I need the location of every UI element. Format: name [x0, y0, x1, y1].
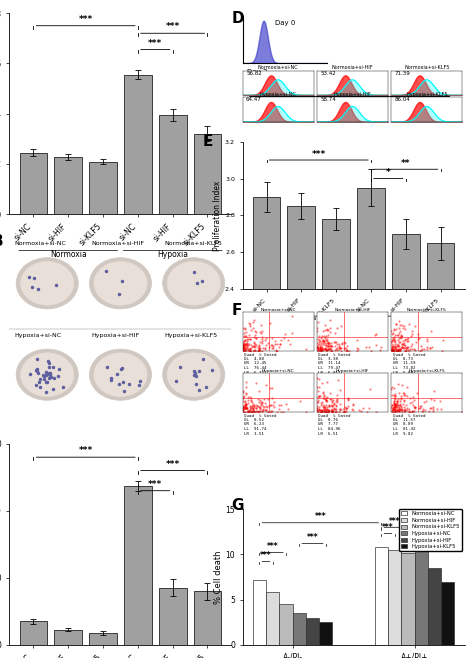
Text: G: G — [231, 498, 244, 513]
Y-axis label: % Cell death: % Cell death — [213, 550, 222, 604]
Text: ***: *** — [382, 523, 394, 532]
Text: E: E — [202, 134, 213, 149]
Text: ***: *** — [267, 542, 278, 551]
Bar — [357, 188, 385, 658]
Bar — [55, 630, 82, 645]
Bar — [253, 580, 266, 645]
Text: ***: *** — [79, 14, 93, 24]
Bar — [253, 197, 281, 658]
Bar — [388, 550, 401, 645]
Bar — [159, 588, 187, 645]
Text: F: F — [231, 303, 242, 318]
Text: Hypoxia+si-KLF5: Hypoxia+si-KLF5 — [165, 333, 218, 338]
Text: Normoxia+si-HIF: Normoxia+si-HIF — [91, 241, 145, 246]
Text: Normoxia: Normoxia — [286, 316, 317, 321]
Bar — [279, 604, 292, 645]
Text: ***: *** — [389, 517, 401, 526]
Bar — [415, 541, 428, 645]
Text: Normoxia+si-NC: Normoxia+si-NC — [14, 241, 66, 246]
Text: Hypoxia: Hypoxia — [157, 251, 188, 259]
Text: **: ** — [401, 159, 410, 168]
Text: ***: *** — [307, 533, 319, 542]
Text: Day 3: Day 3 — [247, 68, 267, 74]
Circle shape — [94, 353, 147, 397]
Bar — [19, 153, 47, 215]
Bar — [124, 486, 152, 645]
Circle shape — [94, 261, 147, 305]
Bar — [124, 75, 152, 215]
Bar — [441, 582, 455, 645]
Text: D: D — [231, 11, 244, 26]
Bar — [322, 219, 350, 658]
Text: *: * — [386, 168, 391, 177]
Bar — [159, 115, 187, 215]
Bar — [392, 234, 419, 658]
Text: Normoxia+si-KLF5: Normoxia+si-KLF5 — [165, 241, 223, 246]
Bar — [319, 622, 332, 645]
Circle shape — [163, 258, 225, 309]
Circle shape — [163, 349, 225, 400]
Text: ***: *** — [79, 446, 93, 455]
Bar — [89, 633, 117, 645]
Bar — [427, 243, 455, 658]
Text: B: B — [0, 234, 3, 249]
Bar — [89, 162, 117, 215]
Text: Normoxia: Normoxia — [50, 251, 87, 259]
Bar — [306, 618, 319, 645]
Legend: Normoxia+si-NC, Normoxia+si-HIF, Normoxia+si-KLF5, Hypoxia+si-NC, Hypoxia+si-HIF: Normoxia+si-NC, Normoxia+si-HIF, Normoxi… — [399, 509, 462, 551]
Text: Hypoxia: Hypoxia — [393, 316, 419, 321]
Text: Hypoxia+si-NC: Hypoxia+si-NC — [14, 333, 61, 338]
Text: ***: *** — [148, 480, 163, 489]
Circle shape — [90, 258, 152, 309]
Circle shape — [16, 258, 78, 309]
Bar — [428, 568, 441, 645]
Circle shape — [167, 261, 220, 305]
Text: Hypoxia+si-HIF: Hypoxia+si-HIF — [91, 333, 140, 338]
Circle shape — [20, 261, 74, 305]
Bar — [193, 134, 221, 215]
Text: ***: *** — [260, 551, 272, 561]
Bar — [292, 613, 306, 645]
Text: ***: *** — [148, 39, 163, 47]
Text: ***: *** — [311, 149, 326, 159]
Text: ***: *** — [165, 459, 180, 468]
Circle shape — [90, 349, 152, 400]
Bar — [19, 621, 47, 645]
Circle shape — [167, 353, 220, 397]
Y-axis label: Proliferation Index: Proliferation Index — [213, 180, 222, 251]
Bar — [401, 553, 415, 645]
Text: ***: *** — [314, 513, 326, 521]
Bar — [193, 592, 221, 645]
Bar — [374, 547, 388, 645]
Bar — [266, 592, 279, 645]
Bar — [55, 157, 82, 215]
Text: ***: *** — [165, 22, 180, 31]
Circle shape — [20, 353, 74, 397]
Bar — [287, 206, 315, 658]
Circle shape — [16, 349, 78, 400]
